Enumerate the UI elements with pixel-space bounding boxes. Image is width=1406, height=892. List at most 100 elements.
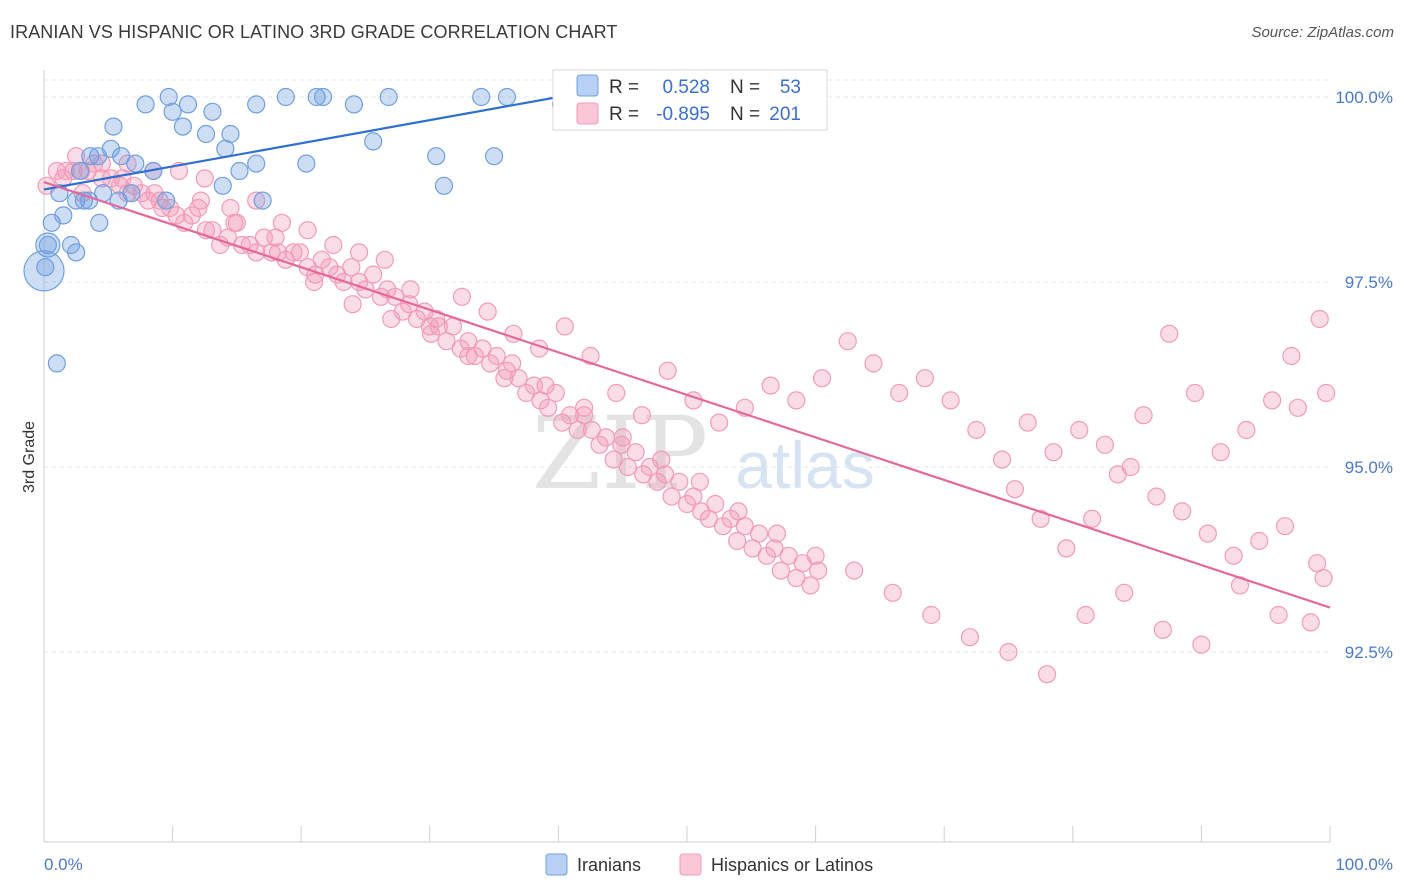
iranians-point (203, 102, 222, 121)
hispanics-point (167, 206, 186, 225)
hispanics-point (941, 391, 960, 410)
iranians-point (247, 95, 266, 114)
iranians-point (379, 87, 398, 107)
hispanics-point (343, 295, 362, 314)
hispanics-point (596, 428, 616, 447)
hispanics-point (1310, 309, 1329, 329)
legend-iranians-swatch (545, 853, 568, 876)
hispanics-point (883, 583, 902, 602)
hispanics-point (1115, 583, 1134, 602)
legend-iranians-label: Iranians (577, 855, 641, 875)
stats-n-label-0: N = (730, 77, 760, 98)
trend-lines (43, 95, 1331, 609)
hispanics-point (546, 383, 565, 403)
hispanics-point (648, 472, 667, 491)
x-tick-label-max: 100.0% (1335, 855, 1393, 874)
hispanics-point (451, 339, 470, 358)
hispanics-point (721, 509, 740, 528)
hispanics-point (1037, 665, 1057, 684)
hispanics-point (634, 465, 653, 484)
x-ticks (43, 826, 1331, 842)
hispanics-point (150, 191, 169, 210)
hispanics-point (1076, 605, 1095, 625)
hispanics-point (864, 354, 883, 373)
iranians-point (364, 132, 383, 151)
iranians-point (67, 243, 86, 262)
hispanics-point (1044, 443, 1063, 462)
hispanics-point (582, 420, 601, 440)
hispanics-point (1282, 346, 1301, 366)
hispanics-point (189, 198, 208, 218)
hispanics-point (575, 398, 594, 417)
hispanics-point (613, 428, 632, 447)
hispanics-point (1288, 398, 1307, 417)
iranians-point (112, 147, 131, 166)
iranians-point (47, 354, 66, 373)
iranians-point (247, 154, 266, 173)
hispanics-point (553, 413, 572, 432)
hispanics-point (729, 502, 748, 521)
hispanics-point (400, 295, 419, 314)
iranians-point (163, 102, 182, 121)
iranians-point-large (35, 232, 61, 258)
hispanics-point (626, 443, 645, 462)
hispanics-point (191, 191, 210, 210)
hispanics-point (268, 243, 288, 262)
hispanics-point (581, 346, 600, 366)
hispanics-point (1192, 635, 1211, 654)
hispanics-point (452, 287, 472, 306)
hispanics-point (1018, 413, 1037, 432)
hispanics-point (728, 531, 747, 551)
stats-n-label-1: N = (730, 104, 760, 125)
hispanics-point (801, 576, 820, 595)
hispanics-point (612, 435, 631, 454)
hispanics-point (1147, 487, 1166, 506)
hispanics-point (465, 346, 484, 366)
hispanics-point (1031, 509, 1050, 528)
iranians-point (196, 124, 216, 144)
stats-legend: R = 0.528 N = 53 R = -0.895 N = 201 (552, 69, 828, 131)
hispanics-point (342, 258, 361, 277)
hispanics-point (1275, 517, 1295, 536)
stats-r-label-1: R = (609, 104, 639, 125)
hispanics-point (284, 243, 303, 262)
hispanics-point (401, 280, 420, 299)
hispanics-point (298, 221, 317, 240)
hispanics-point (706, 494, 725, 514)
hispanics-point (787, 391, 806, 410)
hispanics-point (575, 406, 594, 425)
hispanics-point (459, 346, 478, 366)
hispanics-point (555, 317, 574, 336)
hispanics-point (604, 450, 623, 469)
hispanics-point (809, 561, 828, 580)
iranians-point (126, 154, 145, 173)
hispanics-point (692, 502, 711, 521)
hispanics-point (1224, 546, 1243, 565)
iranians-point (307, 87, 326, 107)
hispanics-point (749, 524, 769, 543)
hispanics-point (324, 235, 343, 255)
hispanics-point (710, 413, 729, 432)
hispanics-point (656, 465, 675, 484)
hispanics-point (1070, 420, 1089, 440)
hispanics-point (349, 272, 369, 292)
hispanics-point (290, 243, 310, 262)
legend-hispanics-swatch (679, 853, 702, 876)
hispanics-point (1057, 539, 1076, 558)
hispanics-point (607, 383, 626, 403)
hispanics-point (497, 361, 517, 380)
iranians-point (427, 147, 446, 166)
hispanics-point (690, 472, 709, 491)
iranians-point (472, 87, 491, 107)
iranians-point (157, 191, 176, 210)
iranians-point (159, 87, 178, 107)
hispanics-point (247, 191, 266, 210)
x-tick-label-min: 0.0% (44, 855, 83, 874)
hispanics-point (890, 383, 909, 403)
iranians-point (213, 176, 232, 195)
iranians-point (136, 95, 155, 114)
iranians-point (104, 117, 123, 136)
hispanics-point (1237, 420, 1256, 440)
hispanics-point (838, 332, 857, 351)
